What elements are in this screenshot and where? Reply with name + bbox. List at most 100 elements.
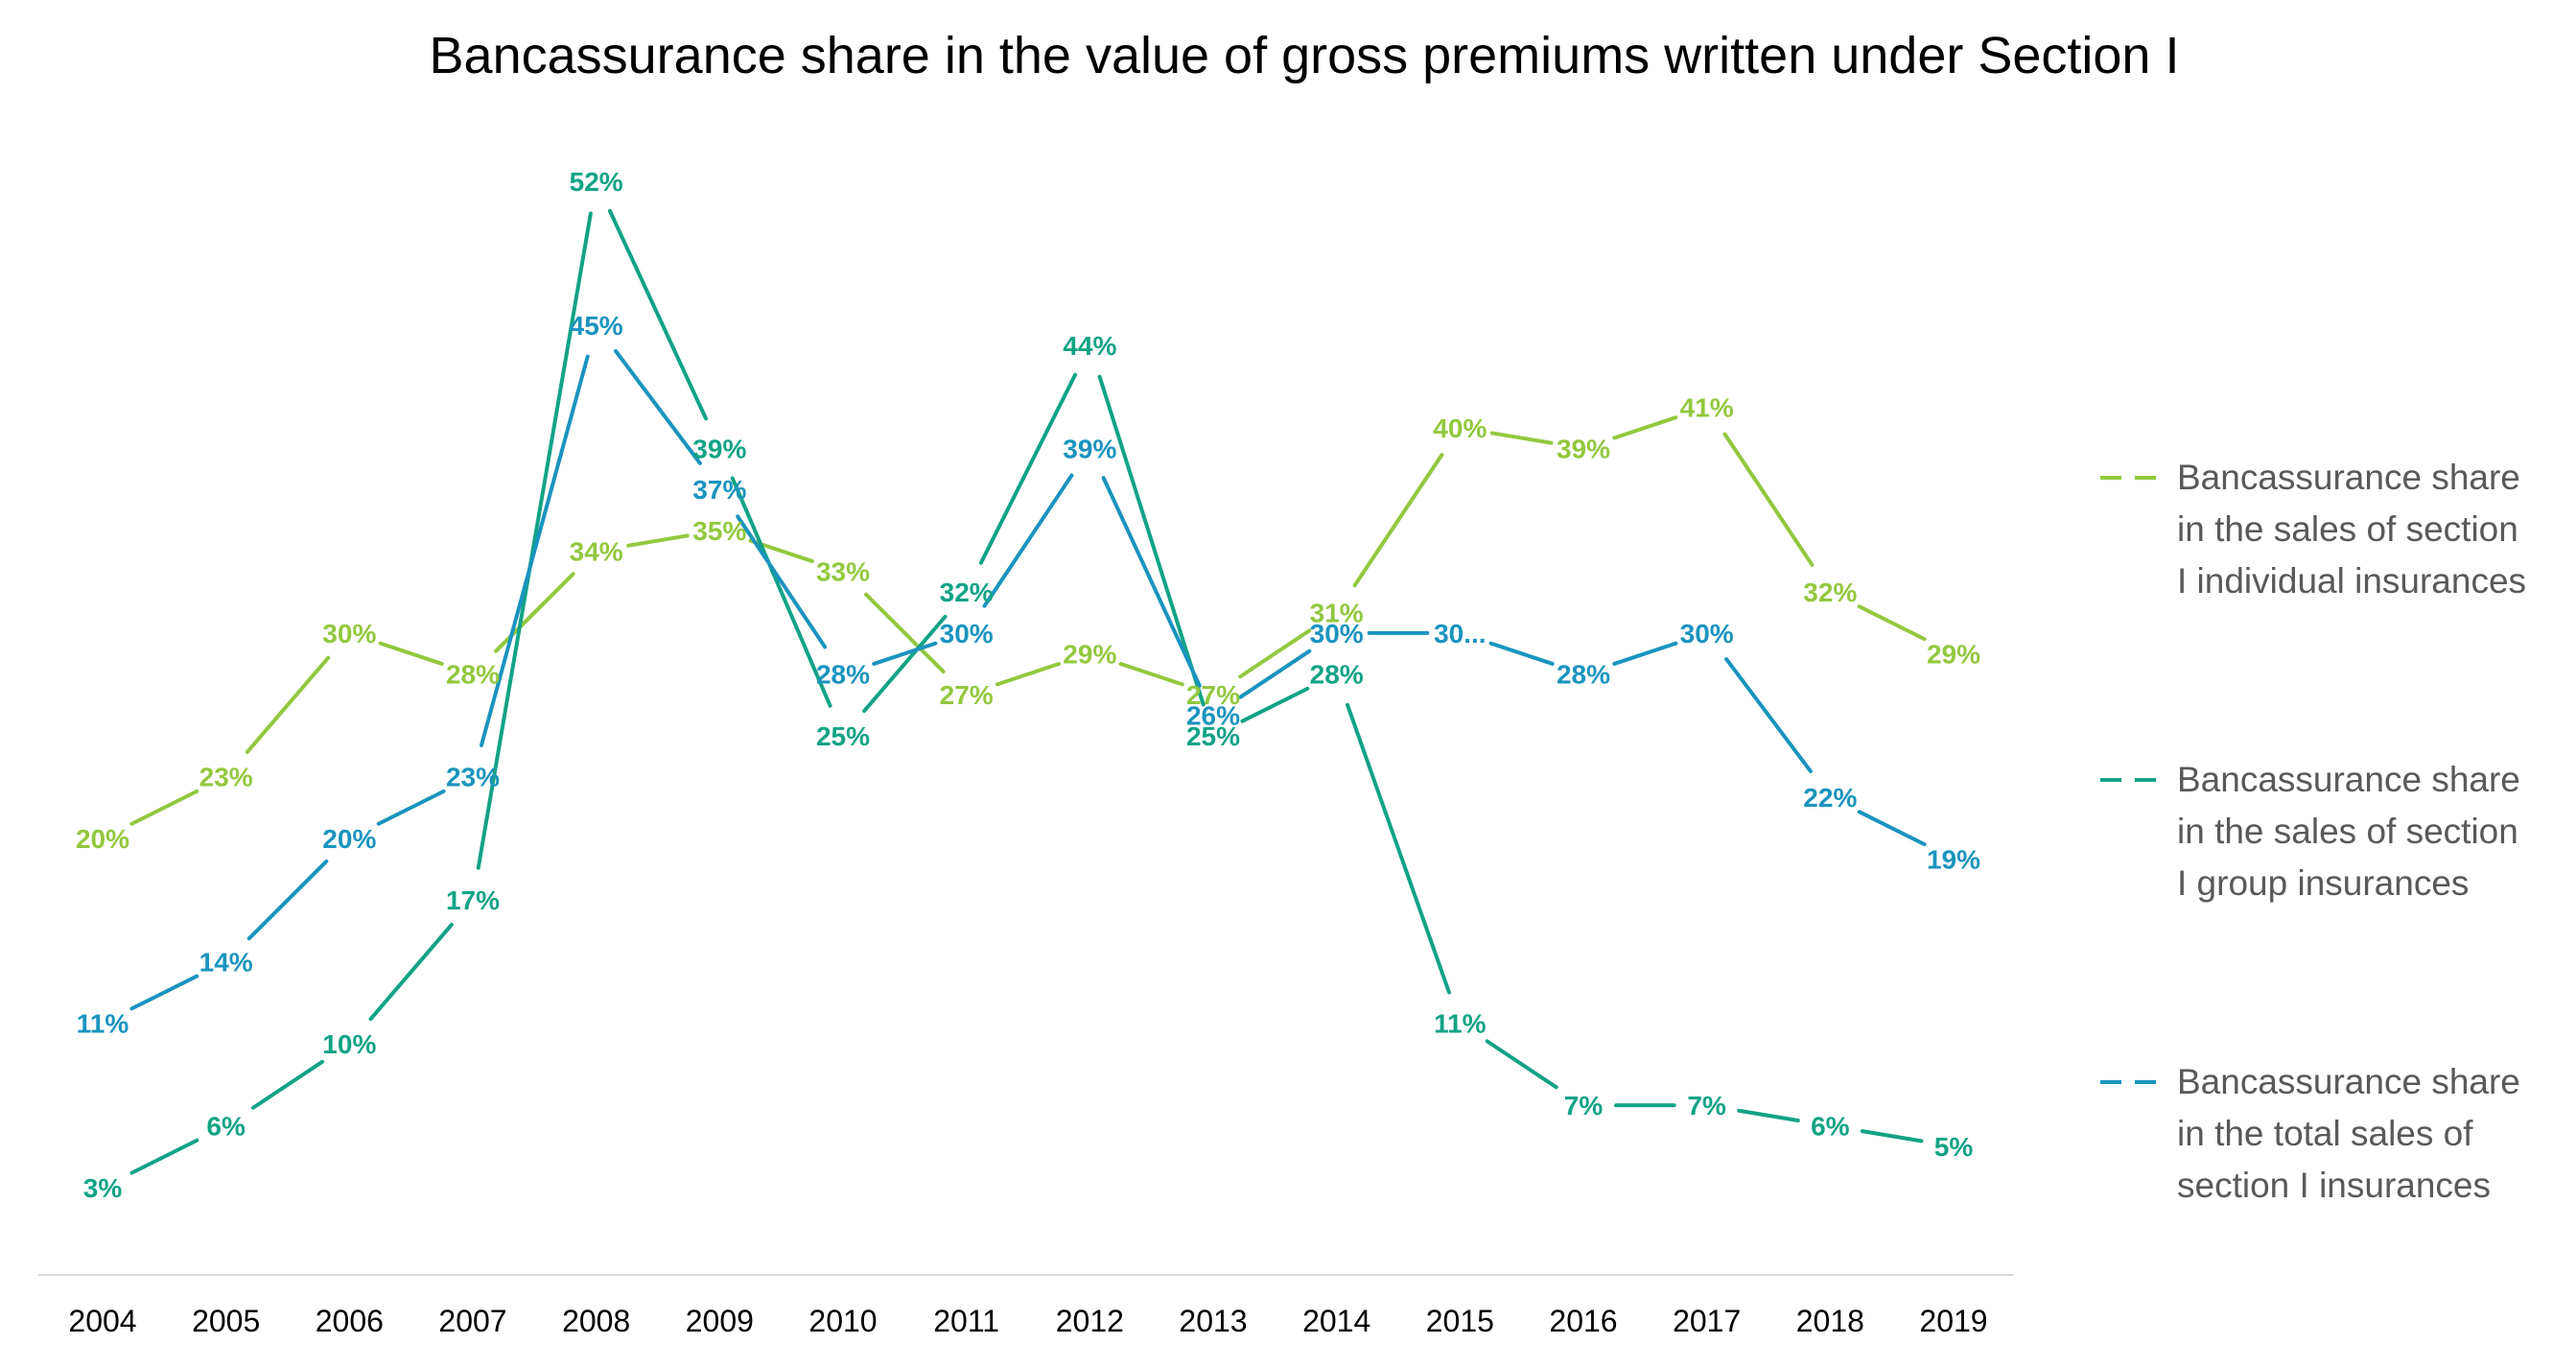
data-label: 7%	[1564, 1091, 1604, 1120]
series-segment	[1612, 415, 1678, 440]
series-segment	[1612, 641, 1678, 666]
data-label: 30...	[1434, 619, 1486, 649]
legend-item-2: Bancassurance share in the sales of secti…	[2100, 760, 2520, 903]
data-label: 11%	[77, 1009, 129, 1039]
legend-text: I group insurances	[2177, 863, 2469, 903]
series-segment	[1489, 431, 1554, 445]
data-label: 23%	[446, 763, 500, 792]
data-label: 52%	[570, 167, 623, 197]
series-segment	[1860, 1129, 1924, 1144]
series-segment	[129, 1138, 199, 1175]
series-segment	[982, 473, 1074, 608]
series-segment	[730, 476, 832, 708]
series-segment	[1238, 649, 1312, 699]
series-segment	[378, 641, 444, 666]
data-label: 7%	[1687, 1091, 1726, 1120]
series-2	[129, 208, 1924, 1175]
data-label: 25%	[816, 721, 870, 751]
x-tick-label: 2016	[1549, 1304, 1617, 1338]
data-label: 30%	[322, 619, 376, 649]
data-label: 20%	[322, 824, 376, 854]
x-tick-label: 2010	[808, 1304, 877, 1338]
series-segment	[1238, 628, 1312, 679]
legend-item-3: Bancassurance share in the total sales of…	[2100, 1062, 2520, 1205]
series-segment	[1722, 432, 1815, 567]
x-tick-label: 2011	[933, 1304, 999, 1338]
series-segment	[250, 1059, 325, 1110]
series-segment	[129, 974, 199, 1011]
data-label: 5%	[1934, 1132, 1974, 1162]
data-label: 11%	[1434, 1009, 1487, 1039]
data-label: 19%	[1927, 844, 1980, 874]
x-tick-label: 2009	[686, 1304, 754, 1338]
x-tick-layer: 2004 2005 2006 2007 2008 2009 2010 2011 2012 2013…	[68, 1304, 1987, 1338]
data-label: 29%	[1927, 639, 1980, 669]
series-segment	[1857, 604, 1927, 642]
data-label: 6%	[1811, 1112, 1850, 1142]
series-segment	[978, 372, 1078, 565]
series-segment	[1101, 476, 1202, 688]
series-segment	[995, 662, 1062, 687]
legend-text: in the sales of section	[2177, 509, 2518, 549]
data-label: 32%	[1803, 578, 1857, 607]
legend-text: I individual insurances	[2177, 561, 2526, 601]
series-segment	[494, 572, 575, 653]
series-segment	[1724, 657, 1813, 773]
series-segment	[1485, 1039, 1558, 1090]
data-label: 20%	[76, 824, 129, 854]
legend-text: section I insurances	[2177, 1166, 2491, 1205]
series-1	[129, 415, 1927, 826]
x-tick-label: 2017	[1673, 1304, 1741, 1338]
data-label: 28%	[446, 660, 500, 690]
data-label: 23%	[199, 763, 253, 792]
data-label: 32%	[940, 578, 994, 607]
data-label: 34%	[570, 536, 623, 566]
data-label: 37%	[692, 475, 746, 505]
legend: Bancassurance share in the sales of secti…	[2100, 458, 2526, 1205]
data-label: 35%	[692, 516, 746, 546]
data-label: 27%	[940, 680, 994, 710]
series-segment	[614, 349, 702, 465]
legend-text: in the sales of section	[2177, 812, 2518, 851]
series-segment	[1352, 453, 1444, 588]
x-tick-label: 2008	[562, 1304, 630, 1338]
series-segment	[864, 592, 946, 674]
data-label: 6%	[206, 1112, 246, 1142]
data-label: 39%	[1557, 434, 1610, 463]
data-label: 17%	[446, 885, 500, 915]
data-label: 45%	[570, 311, 623, 341]
data-label: 40%	[1433, 413, 1487, 443]
data-label: 44%	[1063, 331, 1116, 361]
data-label: 31%	[1310, 598, 1364, 627]
x-tick-label: 2006	[316, 1304, 384, 1338]
legend-text: Bancassurance share	[2177, 458, 2520, 497]
x-tick-label: 2012	[1056, 1304, 1124, 1338]
data-label: 41%	[1680, 392, 1734, 422]
series-layer	[129, 208, 1927, 1175]
data-label: 39%	[692, 434, 746, 463]
data-label: 28%	[1310, 660, 1364, 690]
legend-text: Bancassurance share	[2177, 1062, 2520, 1101]
series-segment	[872, 641, 938, 666]
x-tick-label: 2004	[68, 1304, 136, 1338]
series-segment	[607, 208, 709, 421]
legend-item-1: Bancassurance share in the sales of secti…	[2100, 458, 2526, 601]
series-segment	[862, 614, 948, 714]
data-label: 22%	[1803, 783, 1857, 813]
data-label: 3%	[83, 1173, 123, 1203]
series-segment	[1118, 662, 1184, 687]
series-segment	[129, 789, 199, 826]
data-label: 30%	[940, 619, 994, 649]
data-label: 10%	[322, 1029, 376, 1059]
data-label: 26%	[1186, 701, 1240, 731]
x-tick-label: 2007	[438, 1304, 506, 1338]
series-segment	[1737, 1108, 1800, 1122]
data-label: 39%	[1063, 434, 1116, 463]
x-tick-label: 2013	[1179, 1304, 1247, 1338]
series-segment	[626, 533, 690, 548]
x-tick-label: 2018	[1796, 1304, 1864, 1338]
x-tick-label: 2015	[1426, 1304, 1494, 1338]
data-label: 25%	[1186, 721, 1240, 751]
